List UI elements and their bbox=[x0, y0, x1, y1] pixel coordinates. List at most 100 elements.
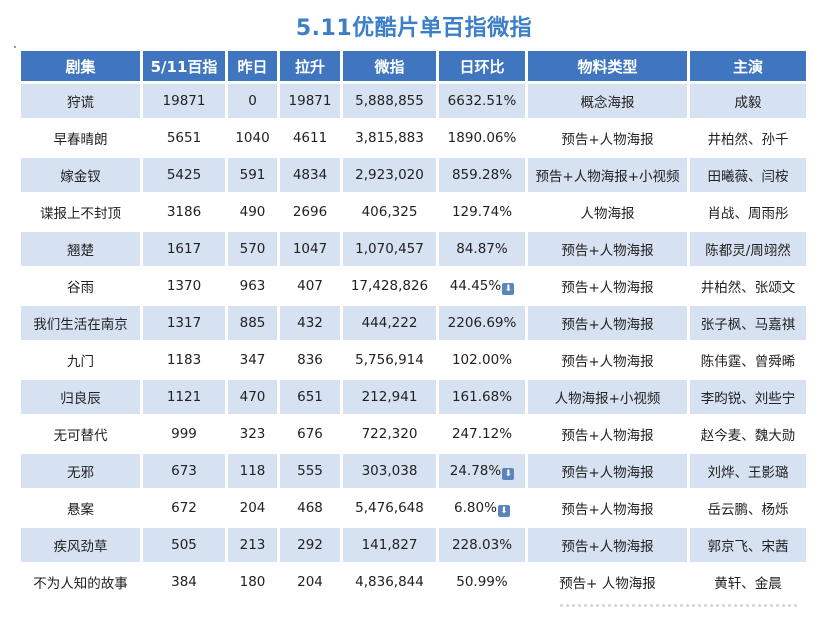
watermark-dot bbox=[572, 604, 575, 607]
cell-yesterday: 180 bbox=[228, 565, 277, 599]
watermark-dot bbox=[752, 604, 755, 607]
table-row: 九门 1183 347 836 5,756,914 102.00% 预告+人物海报 陈伟霆、曾… bbox=[21, 343, 806, 377]
cell-weibo-index: 5,756,914 bbox=[343, 343, 436, 377]
cell-drama: 谷雨 bbox=[21, 269, 140, 303]
watermark-dot bbox=[788, 604, 791, 607]
watermark-dots bbox=[560, 598, 800, 612]
table-row: 谍报上不封顶 3186 490 2696 406,325 129.74% 人物海报 肖战、周雨… bbox=[21, 195, 806, 229]
cell-yesterday: 347 bbox=[228, 343, 277, 377]
cell-day-on-day: 228.03% bbox=[439, 528, 525, 562]
watermark-dot bbox=[716, 604, 719, 607]
cell-rise: 204 bbox=[280, 565, 340, 599]
cell-day-on-day: 161.68% bbox=[439, 380, 525, 414]
watermark-dot bbox=[758, 604, 761, 607]
cell-day-on-day: 24.78% ⬇ bbox=[439, 454, 525, 488]
cell-day-on-day: 102.00% bbox=[439, 343, 525, 377]
table-row: 无可替代 999 323 676 722,320 247.12% 预告+人物海报 赵今麦、魏大… bbox=[21, 417, 806, 451]
cell-day-on-day: 44.45% ⬇ bbox=[439, 269, 525, 303]
cell-index: 1317 bbox=[143, 306, 225, 340]
cell-drama: 疾风劲草 bbox=[21, 528, 140, 562]
cell-cast: 赵今麦、魏大勋 bbox=[690, 417, 806, 451]
cell-index: 3186 bbox=[143, 195, 225, 229]
cell-material-type: 预告+人物海报 bbox=[528, 232, 687, 266]
cell-cast: 刘烨、王影璐 bbox=[690, 454, 806, 488]
table-row: 狩谎 19871 0 19871 5,888,855 6632.51% 概念海报 成毅 bbox=[21, 84, 806, 118]
cell-drama: 九门 bbox=[21, 343, 140, 377]
cell-rise: 555 bbox=[280, 454, 340, 488]
watermark-dot bbox=[740, 604, 743, 607]
watermark-dot bbox=[566, 604, 569, 607]
table-row: 早春晴朗 5651 1040 4611 3,815,883 1890.06% 预告+人物海报… bbox=[21, 121, 806, 155]
cell-day-on-day: 6.80% ⬇ bbox=[439, 491, 525, 525]
watermark-dot bbox=[602, 604, 605, 607]
cell-material-type: 预告+人物海报 bbox=[528, 528, 687, 562]
table-row: 无邪 673 118 555 303,038 24.78% ⬇ 预告+人物海报 刘烨、王影璐 bbox=[21, 454, 806, 488]
watermark-dot bbox=[650, 604, 653, 607]
dod-value: 102.00% bbox=[451, 352, 513, 368]
header-material-type: 物料类型 bbox=[528, 51, 687, 81]
watermark-dot bbox=[728, 604, 731, 607]
dod-value: 44.45% bbox=[449, 277, 502, 294]
cell-cast: 陈伟霆、曾舜晞 bbox=[690, 343, 806, 377]
header-row: 剧集 5/11百指 昨日 拉升 微指 日环比 物料类型 主演 bbox=[21, 51, 806, 81]
header-cast: 主演 bbox=[690, 51, 806, 81]
cell-yesterday: 591 bbox=[228, 158, 277, 192]
cell-index: 1370 bbox=[143, 269, 225, 303]
watermark-dot bbox=[722, 604, 725, 607]
cell-index: 1183 bbox=[143, 343, 225, 377]
cell-yesterday: 0 bbox=[228, 84, 277, 118]
watermark-dot bbox=[590, 604, 593, 607]
cell-index: 1617 bbox=[143, 232, 225, 266]
watermark-dot bbox=[686, 604, 689, 607]
watermark-dot bbox=[776, 604, 779, 607]
header-rise: 拉升 bbox=[280, 51, 340, 81]
cell-cast: 张子枫、马嘉祺 bbox=[690, 306, 806, 340]
cell-rise: 4611 bbox=[280, 121, 340, 155]
header-yesterday: 昨日 bbox=[228, 51, 277, 81]
cell-drama: 嫁金钗 bbox=[21, 158, 140, 192]
cell-material-type: 预告+ 人物海报 bbox=[528, 565, 687, 599]
cell-yesterday: 118 bbox=[228, 454, 277, 488]
cell-weibo-index: 722,320 bbox=[343, 417, 436, 451]
cell-index: 1121 bbox=[143, 380, 225, 414]
cell-day-on-day: 247.12% bbox=[439, 417, 525, 451]
cell-weibo-index: 5,888,855 bbox=[343, 84, 436, 118]
dod-value: 129.74% bbox=[451, 204, 513, 220]
cell-drama: 谍报上不封顶 bbox=[21, 195, 140, 229]
watermark-dot bbox=[770, 604, 773, 607]
cell-rise: 4834 bbox=[280, 158, 340, 192]
dod-value: 161.68% bbox=[451, 389, 513, 405]
cell-drama: 狩谎 bbox=[21, 84, 140, 118]
cell-material-type: 人物海报+小视频 bbox=[528, 380, 687, 414]
watermark-dot bbox=[710, 604, 713, 607]
cell-drama: 归良辰 bbox=[21, 380, 140, 414]
cell-material-type: 预告+人物海报+小视频 bbox=[528, 158, 687, 192]
page-title: 5.11优酷片单百指微指 bbox=[295, 16, 533, 41]
cell-material-type: 概念海报 bbox=[528, 84, 687, 118]
cell-weibo-index: 303,038 bbox=[343, 454, 436, 488]
watermark-dot bbox=[608, 604, 611, 607]
cell-rise: 468 bbox=[280, 491, 340, 525]
table-row: 不为人知的故事 384 180 204 4,836,844 50.99% 预告+ 人物海报黄… bbox=[21, 565, 806, 599]
dod-value: 84.87% bbox=[456, 241, 508, 257]
down-arrow-icon: ⬇ bbox=[497, 504, 510, 517]
cell-drama: 无可替代 bbox=[21, 417, 140, 451]
cell-drama: 我们生活在南京 bbox=[21, 306, 140, 340]
cell-weibo-index: 3,815,883 bbox=[343, 121, 436, 155]
watermark-dot bbox=[764, 604, 767, 607]
cell-yesterday: 885 bbox=[228, 306, 277, 340]
cell-material-type: 预告+人物海报 bbox=[528, 269, 687, 303]
cell-material-type: 预告+人物海报 bbox=[528, 417, 687, 451]
cell-material-type: 预告+人物海报 bbox=[528, 454, 687, 488]
watermark-dot bbox=[782, 604, 785, 607]
watermark-dot bbox=[680, 604, 683, 607]
cell-weibo-index: 444,222 bbox=[343, 306, 436, 340]
cell-index: 5651 bbox=[143, 121, 225, 155]
cell-rise: 407 bbox=[280, 269, 340, 303]
cell-index: 505 bbox=[143, 528, 225, 562]
cell-yesterday: 204 bbox=[228, 491, 277, 525]
cell-day-on-day: 84.87% bbox=[439, 232, 525, 266]
table-row: 谷雨 1370 963 407 17,428,826 44.45% ⬇ 预告+人物海报 井柏然、… bbox=[21, 269, 806, 303]
cell-cast: 黄轩、金晨 bbox=[690, 565, 806, 599]
watermark-dot bbox=[632, 604, 635, 607]
